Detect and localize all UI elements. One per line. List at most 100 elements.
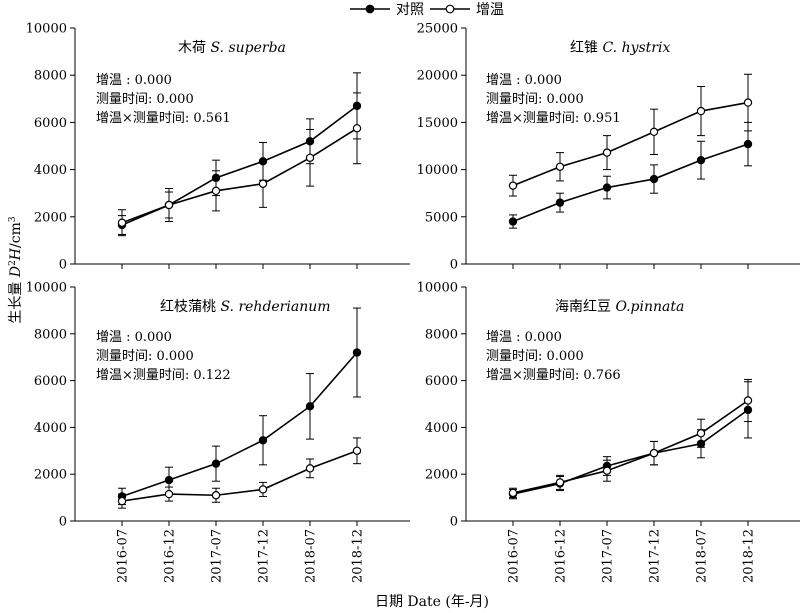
stats-annotation: 增温 : 0.000 <box>486 73 562 88</box>
axis-titles: 生长量 D2H/cm3 日期 Date (年-月) <box>8 216 489 610</box>
stats-annotation: 增温×测量时间: 0.561 <box>96 111 231 126</box>
data-point <box>555 198 565 207</box>
y-tick-label: 10000 <box>26 22 67 37</box>
y-tick-label: 2000 <box>425 468 458 483</box>
data-point <box>696 429 706 438</box>
series-control <box>508 381 753 500</box>
series-line <box>512 409 749 495</box>
data-point <box>649 127 659 137</box>
data-point <box>508 181 518 190</box>
data-point <box>117 218 127 227</box>
data-point <box>649 448 659 458</box>
panel-title: 红枝蒲桃 S. rehderianum <box>160 299 331 315</box>
stats-annotation: 测量时间: 0.000 <box>486 349 584 364</box>
series-warming <box>508 73 753 197</box>
x-tick-label: 2017-07 <box>601 529 616 583</box>
stats-annotation: 测量时间: 0.000 <box>96 92 194 107</box>
series-line <box>512 143 749 223</box>
data-point <box>352 348 362 357</box>
panel-3: 0 2000 4000 6000 8000 10000 2016-07 2016-12 2017… <box>26 281 410 583</box>
data-point <box>508 488 518 498</box>
panel-1: 0 2000 4000 6000 8000 10000 木荷 S. superba 增温 : … <box>26 22 410 273</box>
data-point <box>305 402 315 411</box>
series-warming <box>508 378 753 499</box>
data-point <box>555 478 565 487</box>
y-tick-label: 20000 <box>417 69 458 84</box>
x-tick-label: 2018-12 <box>351 529 366 583</box>
data-point <box>164 200 174 210</box>
y-tick-label: 4000 <box>425 421 458 436</box>
y-tick-label: 4000 <box>34 421 67 436</box>
stats-annotation: 测量时间: 0.000 <box>96 349 194 364</box>
y-tick-label: 0 <box>59 515 67 530</box>
y-axis-title: 生长量 D2H/cm3 <box>8 216 24 323</box>
data-point <box>602 183 612 192</box>
y-tick-label: 15000 <box>417 116 458 131</box>
series-control <box>508 121 753 229</box>
data-point <box>258 485 268 494</box>
data-point <box>649 174 659 184</box>
y-tick-label: 6000 <box>425 374 458 389</box>
x-tick-label: 2017-07 <box>210 529 225 583</box>
x-tick-label: 2018-07 <box>304 529 319 583</box>
stats-annotation: 测量时间: 0.000 <box>486 92 584 107</box>
series-warming <box>117 92 362 237</box>
legend-marker <box>365 4 375 14</box>
data-point <box>743 98 753 107</box>
data-point <box>743 139 753 149</box>
x-tick-label: 2018-07 <box>695 529 710 583</box>
data-point <box>164 475 174 485</box>
y-tick-label: 5000 <box>425 210 458 225</box>
panel-title: 木荷 S. superba <box>178 40 286 56</box>
y-tick-label: 2000 <box>34 210 67 225</box>
series-line <box>512 399 749 494</box>
stats-annotation: 增温 : 0.000 <box>96 330 172 345</box>
stats-annotation: 增温 : 0.000 <box>486 330 562 345</box>
data-point <box>555 162 565 171</box>
y-tick-label: 8000 <box>425 327 458 342</box>
y-tick-label: 0 <box>59 258 67 273</box>
legend-label: 对照 <box>396 2 424 18</box>
series-warming <box>117 437 362 509</box>
data-point <box>211 491 221 500</box>
data-point <box>305 153 315 162</box>
legend: 对照 增温 <box>350 2 504 18</box>
data-point <box>211 186 221 196</box>
x-tick-label: 2016-12 <box>554 529 569 583</box>
y-tick-label: 0 <box>450 515 458 530</box>
y-tick-label: 8000 <box>34 69 67 84</box>
data-point <box>258 436 268 445</box>
series-line <box>512 101 749 187</box>
data-point <box>352 124 362 133</box>
data-point <box>743 396 753 405</box>
stats-annotation: 增温×测量时间: 0.766 <box>486 368 621 383</box>
x-tick-label: 2017-12 <box>648 529 663 583</box>
data-point <box>305 464 315 473</box>
panel-2: 0 5000 10000 15000 20000 25000 红锥 C. hystrix 增温… <box>417 22 800 273</box>
panel-title: 红锥 C. hystrix <box>570 40 670 56</box>
x-tick-label: 2016-07 <box>507 529 522 583</box>
x-tick-label: 2018-12 <box>742 529 757 583</box>
series-line <box>121 127 358 224</box>
stats-annotation: 增温 : 0.000 <box>96 73 172 88</box>
series-control <box>117 307 362 506</box>
y-tick-label: 25000 <box>417 22 458 37</box>
panel-4: 0 2000 4000 6000 8000 10000 2016-07 2016-12 2017… <box>417 281 800 583</box>
legend-label: 增温 <box>476 2 504 18</box>
y-tick-label: 6000 <box>34 374 67 389</box>
data-point <box>696 106 706 116</box>
data-point <box>117 496 127 506</box>
series-line <box>121 351 358 498</box>
series-line <box>121 450 358 502</box>
y-tick-label: 6000 <box>34 116 67 131</box>
panel-title: 海南红豆 O.pinnata <box>555 299 684 315</box>
legend-marker <box>445 4 455 14</box>
y-tick-label: 2000 <box>34 468 67 483</box>
panels: 0 2000 4000 6000 8000 10000 木荷 S. superba 增温 : … <box>26 22 800 583</box>
stats-annotation: 增温×测量时间: 0.122 <box>96 368 231 383</box>
data-point <box>258 179 268 188</box>
stats-annotation: 增温×测量时间: 0.951 <box>486 111 621 126</box>
y-tick-label: 10000 <box>417 281 458 296</box>
data-point <box>352 446 362 455</box>
